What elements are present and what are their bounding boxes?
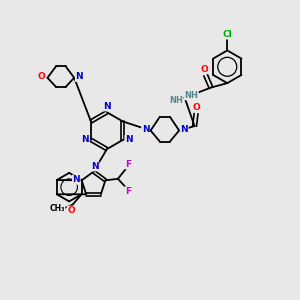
Text: N: N <box>91 162 99 171</box>
Text: F: F <box>125 160 131 169</box>
Text: Cl: Cl <box>222 30 232 39</box>
Text: NH: NH <box>184 91 198 100</box>
Text: N: N <box>125 135 133 144</box>
Text: O: O <box>200 65 208 74</box>
Text: N: N <box>73 175 80 184</box>
Text: O: O <box>192 103 200 112</box>
Text: N: N <box>75 72 83 81</box>
Text: N: N <box>180 125 188 134</box>
Text: CH₃: CH₃ <box>50 204 65 213</box>
Text: O: O <box>67 206 75 215</box>
Text: N: N <box>142 125 149 134</box>
Text: NH: NH <box>169 96 183 105</box>
Text: F: F <box>125 187 131 196</box>
Text: N: N <box>103 102 111 111</box>
Text: N: N <box>81 135 89 144</box>
Text: O: O <box>38 72 45 81</box>
